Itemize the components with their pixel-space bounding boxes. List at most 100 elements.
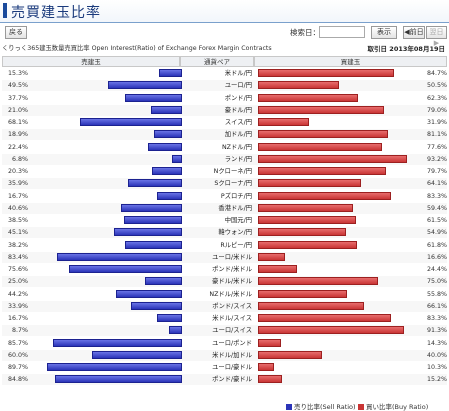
buy-bar bbox=[258, 130, 388, 139]
currency-pair-label: 中国元/円 bbox=[224, 217, 252, 224]
sell-ratio-value: 85.7% bbox=[7, 339, 28, 347]
buy-bar bbox=[258, 277, 378, 286]
buy-ratio-value: 91.3% bbox=[426, 327, 447, 335]
header-buy: 買建玉 bbox=[254, 56, 447, 67]
title-bar: 売買建玉比率 bbox=[0, 0, 449, 23]
buy-ratio-value: 50.5% bbox=[426, 82, 447, 90]
currency-pair-label: ランド/円 bbox=[224, 155, 252, 163]
table-row: 68.1% スイス/円 31.9% bbox=[2, 117, 447, 128]
prev-day-button[interactable]: ◀前日 bbox=[403, 26, 425, 39]
currency-pair-label: ユーロ/米ドル bbox=[212, 253, 252, 261]
currency-pair-label: ユーロ/スイス bbox=[212, 327, 252, 335]
buy-ratio-value: 61.5% bbox=[426, 217, 447, 224]
sell-bar bbox=[115, 289, 182, 298]
buy-bar bbox=[258, 326, 405, 335]
date-label: 検索日： bbox=[290, 28, 320, 37]
buy-bar bbox=[258, 350, 322, 359]
sell-ratio-value: 20.3% bbox=[7, 168, 28, 175]
currency-pair-label: ユーロ/豪ドル bbox=[212, 364, 252, 371]
sell-bar bbox=[92, 350, 182, 359]
sell-bar bbox=[131, 301, 182, 310]
sell-bar bbox=[53, 338, 182, 347]
table-row: 22.4% NZドル/円 77.6% bbox=[2, 142, 447, 153]
buy-ratio-value: 61.8% bbox=[426, 241, 447, 249]
sell-ratio-value: 18.9% bbox=[7, 131, 28, 139]
currency-pair-label: Rルピー/円 bbox=[220, 241, 252, 249]
buy-bar bbox=[258, 191, 392, 200]
sell-ratio-value: 45.1% bbox=[7, 229, 28, 237]
sell-bar bbox=[125, 93, 182, 102]
buy-bar bbox=[258, 142, 383, 151]
buy-ratio-value: 64.1% bbox=[426, 180, 447, 188]
sell-bar bbox=[107, 81, 182, 90]
buy-ratio-value: 84.7% bbox=[426, 70, 447, 77]
sell-bar bbox=[168, 326, 182, 335]
currency-pair-label: NZドル/米ドル bbox=[209, 290, 252, 298]
sell-bar bbox=[156, 191, 182, 200]
info-text: くりっく365建玉数量売買比率 Open Interest(Ratio) of … bbox=[2, 45, 272, 52]
table-row: 6.8% ランド/円 93.2% bbox=[2, 153, 447, 165]
sell-ratio-value: 40.6% bbox=[7, 204, 28, 212]
sell-bar bbox=[171, 154, 182, 163]
sell-ratio-value: 37.7% bbox=[7, 94, 28, 102]
table-row: 44.2% NZドル/米ドル 55.8% bbox=[2, 289, 447, 300]
buy-bar bbox=[258, 240, 357, 249]
table-row: 84.8% ポンド/豪ドル 15.2% bbox=[2, 374, 447, 386]
buy-bar bbox=[258, 252, 285, 261]
date-input[interactable] bbox=[319, 26, 365, 38]
sell-bar bbox=[54, 375, 182, 384]
currency-pair-label: ポンド/米ドル bbox=[212, 266, 252, 273]
buy-ratio-value: 83.3% bbox=[426, 315, 447, 322]
sell-bar bbox=[159, 69, 182, 77]
sell-bar bbox=[128, 179, 182, 188]
buy-bar bbox=[258, 363, 275, 371]
buy-bar bbox=[258, 93, 358, 102]
currency-pair-label: 米ドル/スイス bbox=[212, 315, 252, 322]
sell-bar bbox=[56, 252, 182, 261]
table-row: 40.6% 香港ドル/円 59.4% bbox=[2, 202, 447, 214]
trade-date: 取引日 2013年08月19日 bbox=[367, 45, 445, 53]
buy-ratio-value: 14.3% bbox=[426, 339, 447, 347]
table-row: 37.7% ポンド/円 62.3% bbox=[2, 93, 447, 104]
legend-buy-label: 買い比率(Buy Ratio) bbox=[366, 403, 429, 411]
sell-ratio-value: 16.7% bbox=[7, 315, 28, 322]
sell-bar bbox=[148, 142, 182, 151]
display-button[interactable]: 表示 bbox=[371, 26, 397, 39]
sell-ratio-value: 38.5% bbox=[7, 217, 28, 224]
buy-bar bbox=[258, 338, 281, 347]
sell-ratio-value: 83.4% bbox=[7, 253, 28, 261]
sell-ratio-value: 33.9% bbox=[7, 302, 28, 310]
currency-pair-label: Nクローネ/円 bbox=[213, 168, 252, 175]
sell-bar bbox=[151, 167, 182, 175]
sell-ratio-value: 68.1% bbox=[7, 119, 28, 126]
buy-bar bbox=[258, 118, 310, 126]
sell-ratio-value: 38.2% bbox=[7, 241, 28, 249]
currency-pair-label: ポンド/スイス bbox=[212, 302, 252, 310]
table-row: 60.0% 米ドル/加ドル 40.0% bbox=[2, 349, 447, 361]
sell-ratio-value: 89.7% bbox=[7, 364, 28, 371]
sell-ratio-value: 84.8% bbox=[7, 376, 28, 384]
table-row: 18.9% 加ドル/円 81.1% bbox=[2, 129, 447, 141]
table-row: 16.7% 米ドル/スイス 83.3% bbox=[2, 313, 447, 324]
currency-pair-label: 韓ウォン/円 bbox=[218, 229, 252, 237]
back-button[interactable]: 戻る bbox=[5, 26, 27, 39]
buy-bar bbox=[258, 216, 357, 224]
sell-bar bbox=[121, 203, 182, 212]
buy-bar bbox=[258, 203, 354, 212]
currency-pair-label: ユーロ/ポンド bbox=[212, 339, 252, 347]
table-row: 21.0% 豪ドル/円 79.0% bbox=[2, 104, 447, 116]
table-row: 85.7% ユーロ/ポンド 14.3% bbox=[2, 338, 447, 349]
currency-pair-label: 米ドル/円 bbox=[224, 70, 252, 77]
table-row: 83.4% ユーロ/米ドル 16.6% bbox=[2, 251, 447, 263]
sell-ratio-value: 21.0% bbox=[7, 106, 28, 114]
sell-bar bbox=[153, 130, 182, 139]
table-row: 89.7% ユーロ/豪ドル 10.3% bbox=[2, 362, 447, 373]
table-row: 38.5% 中国元/円 61.5% bbox=[2, 215, 447, 226]
legend-sell: 売り比率(Sell Ratio) bbox=[286, 401, 356, 411]
buy-ratio-value: 40.0% bbox=[426, 351, 447, 359]
buy-bar bbox=[258, 301, 364, 310]
buy-ratio-value: 59.4% bbox=[426, 204, 447, 212]
buy-bar bbox=[258, 154, 408, 163]
next-day-button[interactable]: 翌日▶ bbox=[426, 26, 447, 47]
table-row: 49.5% ユーロ/円 50.5% bbox=[2, 80, 447, 92]
